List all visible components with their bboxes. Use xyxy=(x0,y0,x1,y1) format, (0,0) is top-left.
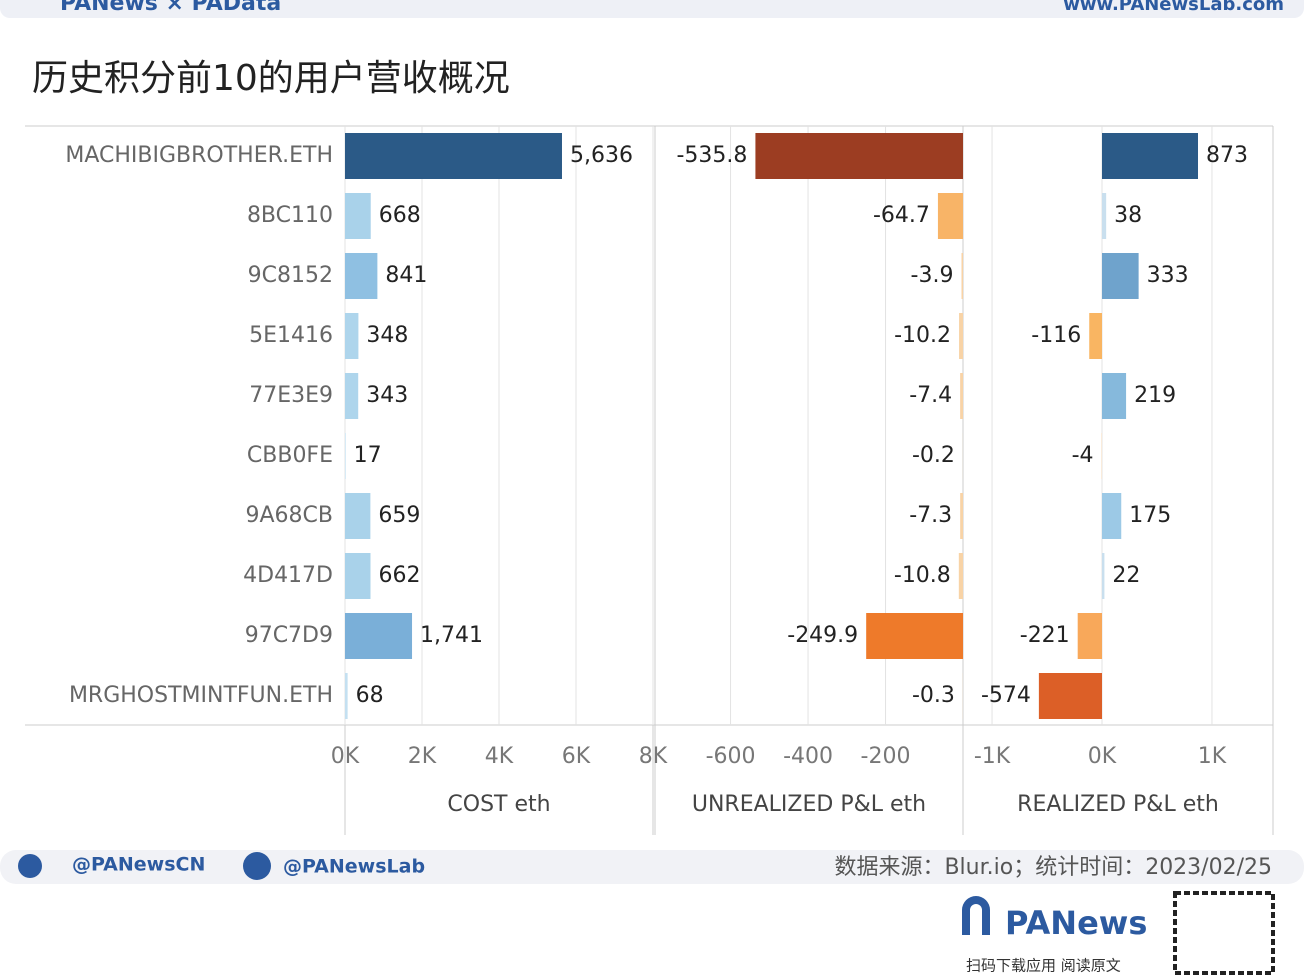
bar xyxy=(345,253,378,299)
value-label: 5,636 xyxy=(570,143,633,168)
value-label: 1,741 xyxy=(420,623,483,648)
category-label: 9A68CB xyxy=(246,503,334,528)
bar xyxy=(1101,193,1107,239)
value-label: -3.9 xyxy=(911,263,954,288)
bar xyxy=(345,313,359,359)
bar xyxy=(1101,493,1122,539)
value-label: 68 xyxy=(356,683,384,708)
category-label: 9C8152 xyxy=(248,263,333,288)
qr-caption: 扫码下载应用 阅读原文 xyxy=(966,957,1121,975)
category-label: 5E1416 xyxy=(249,323,333,348)
category-label: 4D417D xyxy=(243,563,333,588)
bar xyxy=(866,613,963,659)
value-label: 662 xyxy=(378,563,420,588)
footer-brand: PANews xyxy=(1005,904,1147,942)
bar xyxy=(1101,253,1139,299)
bar xyxy=(960,493,963,539)
chart-title: 历史积分前10的用户营收概况 xyxy=(32,58,510,99)
bar xyxy=(345,133,562,179)
value-label: -64.7 xyxy=(873,203,930,228)
value-label: -249.9 xyxy=(787,623,858,648)
header-logo: PANews × PAData xyxy=(60,0,281,16)
x-tick-label: 1K xyxy=(1198,744,1227,769)
x-tick-label: -400 xyxy=(783,744,833,769)
bar xyxy=(755,133,963,179)
value-label: -7.4 xyxy=(909,383,952,408)
bar xyxy=(960,373,963,419)
value-label: -0.3 xyxy=(912,683,955,708)
footer-band xyxy=(0,850,1304,884)
value-label: -574 xyxy=(981,683,1031,708)
x-tick-label: 4K xyxy=(485,744,514,769)
x-tick-label: 2K xyxy=(408,744,437,769)
x-tick-label: -1K xyxy=(974,744,1011,769)
x-tick-label: 0K xyxy=(331,744,360,769)
bar xyxy=(1038,673,1102,719)
x-tick-label: 8K xyxy=(639,744,668,769)
value-label: 38 xyxy=(1114,203,1142,228)
value-label: 873 xyxy=(1206,143,1248,168)
value-label: 22 xyxy=(1112,563,1140,588)
twitter-icon xyxy=(18,854,42,878)
value-label: -535.8 xyxy=(676,143,747,168)
value-label: -221 xyxy=(1020,623,1070,648)
value-label: 348 xyxy=(366,323,408,348)
footer-source: 数据来源：Blur.io；统计时间：2023/02/25 xyxy=(834,855,1272,880)
bar xyxy=(1101,553,1105,599)
axis-title: REALIZED P&L eth xyxy=(1017,792,1219,817)
footer-facebook[interactable]: @PANewsLab xyxy=(283,856,425,878)
value-label: 17 xyxy=(354,443,382,468)
value-label: -7.3 xyxy=(909,503,952,528)
qr-code[interactable] xyxy=(1173,891,1275,975)
bar xyxy=(1101,133,1199,179)
category-label: CBB0FE xyxy=(247,443,333,468)
category-label: MACHIBIGBROTHER.ETH xyxy=(65,143,333,168)
facebook-icon xyxy=(243,852,271,880)
bar xyxy=(1077,613,1102,659)
value-label: 333 xyxy=(1147,263,1189,288)
value-label: 841 xyxy=(385,263,427,288)
x-tick-label: -200 xyxy=(861,744,911,769)
value-label: -116 xyxy=(1031,323,1081,348)
bar xyxy=(961,253,963,299)
category-label: MRGHOSTMINTFUN.ETH xyxy=(69,683,333,708)
value-label: 219 xyxy=(1134,383,1176,408)
x-tick-label: -600 xyxy=(706,744,756,769)
bar xyxy=(1101,373,1127,419)
axis-title: UNREALIZED P&L eth xyxy=(692,792,926,817)
axis-title: COST eth xyxy=(447,792,550,817)
x-tick-label: 0K xyxy=(1088,744,1117,769)
header-site: www.PANewsLab.com xyxy=(1063,0,1284,15)
x-tick-label: 6K xyxy=(562,744,591,769)
value-label: -0.2 xyxy=(912,443,955,468)
bar xyxy=(345,613,413,659)
category-label: 77E3E9 xyxy=(249,383,333,408)
value-label: 659 xyxy=(378,503,420,528)
bar xyxy=(345,493,371,539)
bar xyxy=(345,193,371,239)
header-band xyxy=(0,0,1304,18)
value-label: 668 xyxy=(379,203,421,228)
footer-twitter[interactable]: @PANewsCN xyxy=(72,854,205,876)
plot: MACHIBIGBROTHER.ETH 8BC110 9C8152 5E1416 77E… xyxy=(25,125,1274,835)
bar xyxy=(345,553,371,599)
bar xyxy=(958,553,963,599)
category-label: 97C7D9 xyxy=(245,623,333,648)
bar xyxy=(345,373,359,419)
value-label: -10.8 xyxy=(894,563,951,588)
value-label: 175 xyxy=(1129,503,1171,528)
bar xyxy=(345,433,346,479)
value-label: 343 xyxy=(366,383,408,408)
value-label: -4 xyxy=(1072,443,1094,468)
value-label: -10.2 xyxy=(894,323,951,348)
brand-icon xyxy=(962,896,990,935)
bar xyxy=(345,673,348,719)
bar xyxy=(959,313,963,359)
bar xyxy=(937,193,963,239)
bar xyxy=(1089,313,1102,359)
category-label: 8BC110 xyxy=(247,203,333,228)
